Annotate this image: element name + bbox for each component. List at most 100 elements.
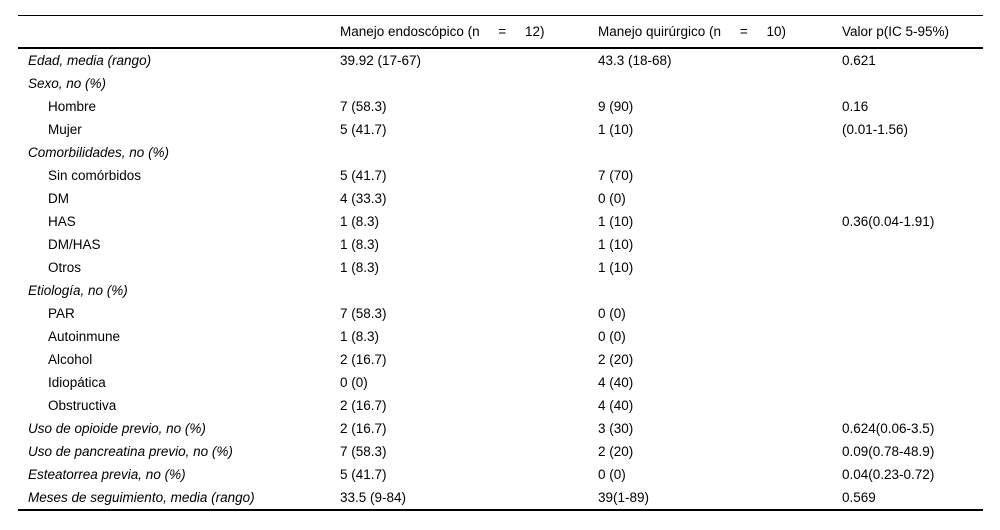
- value-endoscopic: 5 (41.7): [340, 467, 387, 482]
- value-endoscopic: 1 (8.3): [340, 260, 380, 275]
- row-label: Meses de seguimiento, media (rango): [28, 490, 255, 505]
- row-label: Comorbilidades, no (%): [28, 145, 170, 160]
- value-surgical: 0 (0): [598, 191, 626, 206]
- table-row: Sin comórbidos 5 (41.7) 7 (70): [18, 164, 983, 187]
- value-endoscopic: 0 (0): [340, 375, 368, 390]
- table-row: Obstructiva 2 (16.7) 4 (40): [18, 394, 983, 417]
- value-surgical: 2 (20): [598, 444, 634, 459]
- table-row: DM 4 (33.3) 0 (0): [18, 187, 983, 210]
- table-row: Esteatorrea previa, no (%) 5 (41.7) 0 (0…: [18, 463, 983, 486]
- value-pvalue: 0.04(0.23-0.72): [842, 467, 935, 482]
- row-label: Edad, media (rango): [28, 53, 152, 68]
- row-label: Sin comórbidos: [48, 168, 142, 183]
- value-endoscopic: 39.92 (17-67): [340, 53, 422, 68]
- value-pvalue: (0.01-1.56): [842, 122, 909, 137]
- value-endoscopic: 4 (33.3): [340, 191, 387, 206]
- value-pvalue: [842, 233, 983, 256]
- value-surgical: 1 (10): [598, 237, 634, 252]
- table-row: DM/HAS 1 (8.3) 1 (10): [18, 233, 983, 256]
- value-pvalue: 0.16: [842, 99, 869, 114]
- row-label: Obstructiva: [48, 398, 117, 413]
- header-pvalue: Valor p(IC 5-95%): [842, 15, 983, 49]
- table-row: Uso de pancreatina previo, no (%) 7 (58.…: [18, 440, 983, 463]
- row-label: Uso de opioide previo, no (%): [28, 421, 206, 436]
- row-label: Sexo, no (%): [28, 76, 107, 91]
- value-pvalue: [842, 141, 983, 164]
- value-pvalue: [842, 302, 983, 325]
- header-endoscopic: Manejo endoscópico (n = 12): [340, 15, 598, 49]
- table-row: Edad, media (rango) 39.92 (17-67) 43.3 (…: [18, 48, 983, 72]
- header-row: Manejo endoscópico (n = 12) Manejo quirú…: [18, 15, 983, 49]
- value-pvalue: [842, 187, 983, 210]
- value-surgical: 4 (40): [598, 375, 634, 390]
- header-surgical: Manejo quirúrgico (n = 10): [598, 15, 842, 49]
- value-pvalue: [842, 325, 983, 348]
- value-surgical: 7 (70): [598, 168, 634, 183]
- value-endoscopic: [340, 72, 598, 95]
- value-pvalue: 0.09(0.78-48.9): [842, 444, 935, 459]
- table-row: Autoinmune 1 (8.3) 0 (0): [18, 325, 983, 348]
- row-label: DM: [48, 191, 69, 206]
- value-pvalue: [842, 394, 983, 417]
- value-pvalue: 0.621: [842, 53, 876, 68]
- table-row: Alcohol 2 (16.7) 2 (20): [18, 348, 983, 371]
- row-label: Uso de pancreatina previo, no (%): [28, 444, 233, 459]
- value-endoscopic: 1 (8.3): [340, 329, 380, 344]
- row-label: Etiología, no (%): [28, 283, 128, 298]
- value-surgical: 4 (40): [598, 398, 634, 413]
- value-endoscopic: 5 (41.7): [340, 168, 387, 183]
- value-surgical: 1 (10): [598, 214, 634, 229]
- table-row: Comorbilidades, no (%): [18, 141, 983, 164]
- row-label: PAR: [48, 306, 75, 321]
- value-surgical: 1 (10): [598, 122, 634, 137]
- table-header: Manejo endoscópico (n = 12) Manejo quirú…: [18, 15, 983, 49]
- value-pvalue: [842, 164, 983, 187]
- value-pvalue: 0.624(0.06-3.5): [842, 421, 935, 436]
- value-surgical: 2 (20): [598, 352, 634, 367]
- value-surgical: 3 (30): [598, 421, 634, 436]
- value-endoscopic: 2 (16.7): [340, 352, 387, 367]
- value-pvalue: 0.36(0.04-1.91): [842, 214, 935, 229]
- value-surgical: 0 (0): [598, 467, 626, 482]
- value-pvalue: [842, 348, 983, 371]
- value-surgical: [598, 72, 842, 95]
- comparison-table: Manejo endoscópico (n = 12) Manejo quirú…: [18, 15, 983, 511]
- value-pvalue: 0.569: [842, 490, 876, 505]
- table-row: Sexo, no (%): [18, 72, 983, 95]
- value-pvalue: [842, 256, 983, 279]
- header-empty: [18, 15, 340, 49]
- table-row: Meses de seguimiento, media (rango) 33.5…: [18, 486, 983, 510]
- value-pvalue: [842, 279, 983, 302]
- value-pvalue: [842, 371, 983, 394]
- value-endoscopic: 33.5 (9-84): [340, 490, 407, 505]
- value-endoscopic: [340, 141, 598, 164]
- value-surgical: [598, 141, 842, 164]
- value-surgical: [598, 279, 842, 302]
- table-row: Mujer 5 (41.7) 1 (10) (0.01-1.56): [18, 118, 983, 141]
- table-row: Uso de opioide previo, no (%) 2 (16.7) 3…: [18, 417, 983, 440]
- value-pvalue: [842, 72, 983, 95]
- row-label: Idiopática: [48, 375, 106, 390]
- row-label: Otros: [48, 260, 82, 275]
- value-endoscopic: 2 (16.7): [340, 421, 387, 436]
- value-surgical: 0 (0): [598, 329, 626, 344]
- value-endoscopic: 7 (58.3): [340, 306, 387, 321]
- value-surgical: 0 (0): [598, 306, 626, 321]
- row-label: Alcohol: [48, 352, 93, 367]
- value-endoscopic: 1 (8.3): [340, 214, 380, 229]
- table-row: HAS 1 (8.3) 1 (10) 0.36(0.04-1.91): [18, 210, 983, 233]
- table-row: PAR 7 (58.3) 0 (0): [18, 302, 983, 325]
- table-row: Etiología, no (%): [18, 279, 983, 302]
- value-surgical: 39(1-89): [598, 490, 650, 505]
- value-surgical: 1 (10): [598, 260, 634, 275]
- table-row: Otros 1 (8.3) 1 (10): [18, 256, 983, 279]
- value-endoscopic: 1 (8.3): [340, 237, 380, 252]
- table-row: Idiopática 0 (0) 4 (40): [18, 371, 983, 394]
- row-label: DM/HAS: [48, 237, 101, 252]
- value-endoscopic: 7 (58.3): [340, 99, 387, 114]
- value-endoscopic: [340, 279, 598, 302]
- row-label: Mujer: [48, 122, 82, 137]
- row-label: HAS: [48, 214, 76, 229]
- row-label: Esteatorrea previa, no (%): [28, 467, 186, 482]
- table-body: Edad, media (rango) 39.92 (17-67) 43.3 (…: [18, 48, 983, 510]
